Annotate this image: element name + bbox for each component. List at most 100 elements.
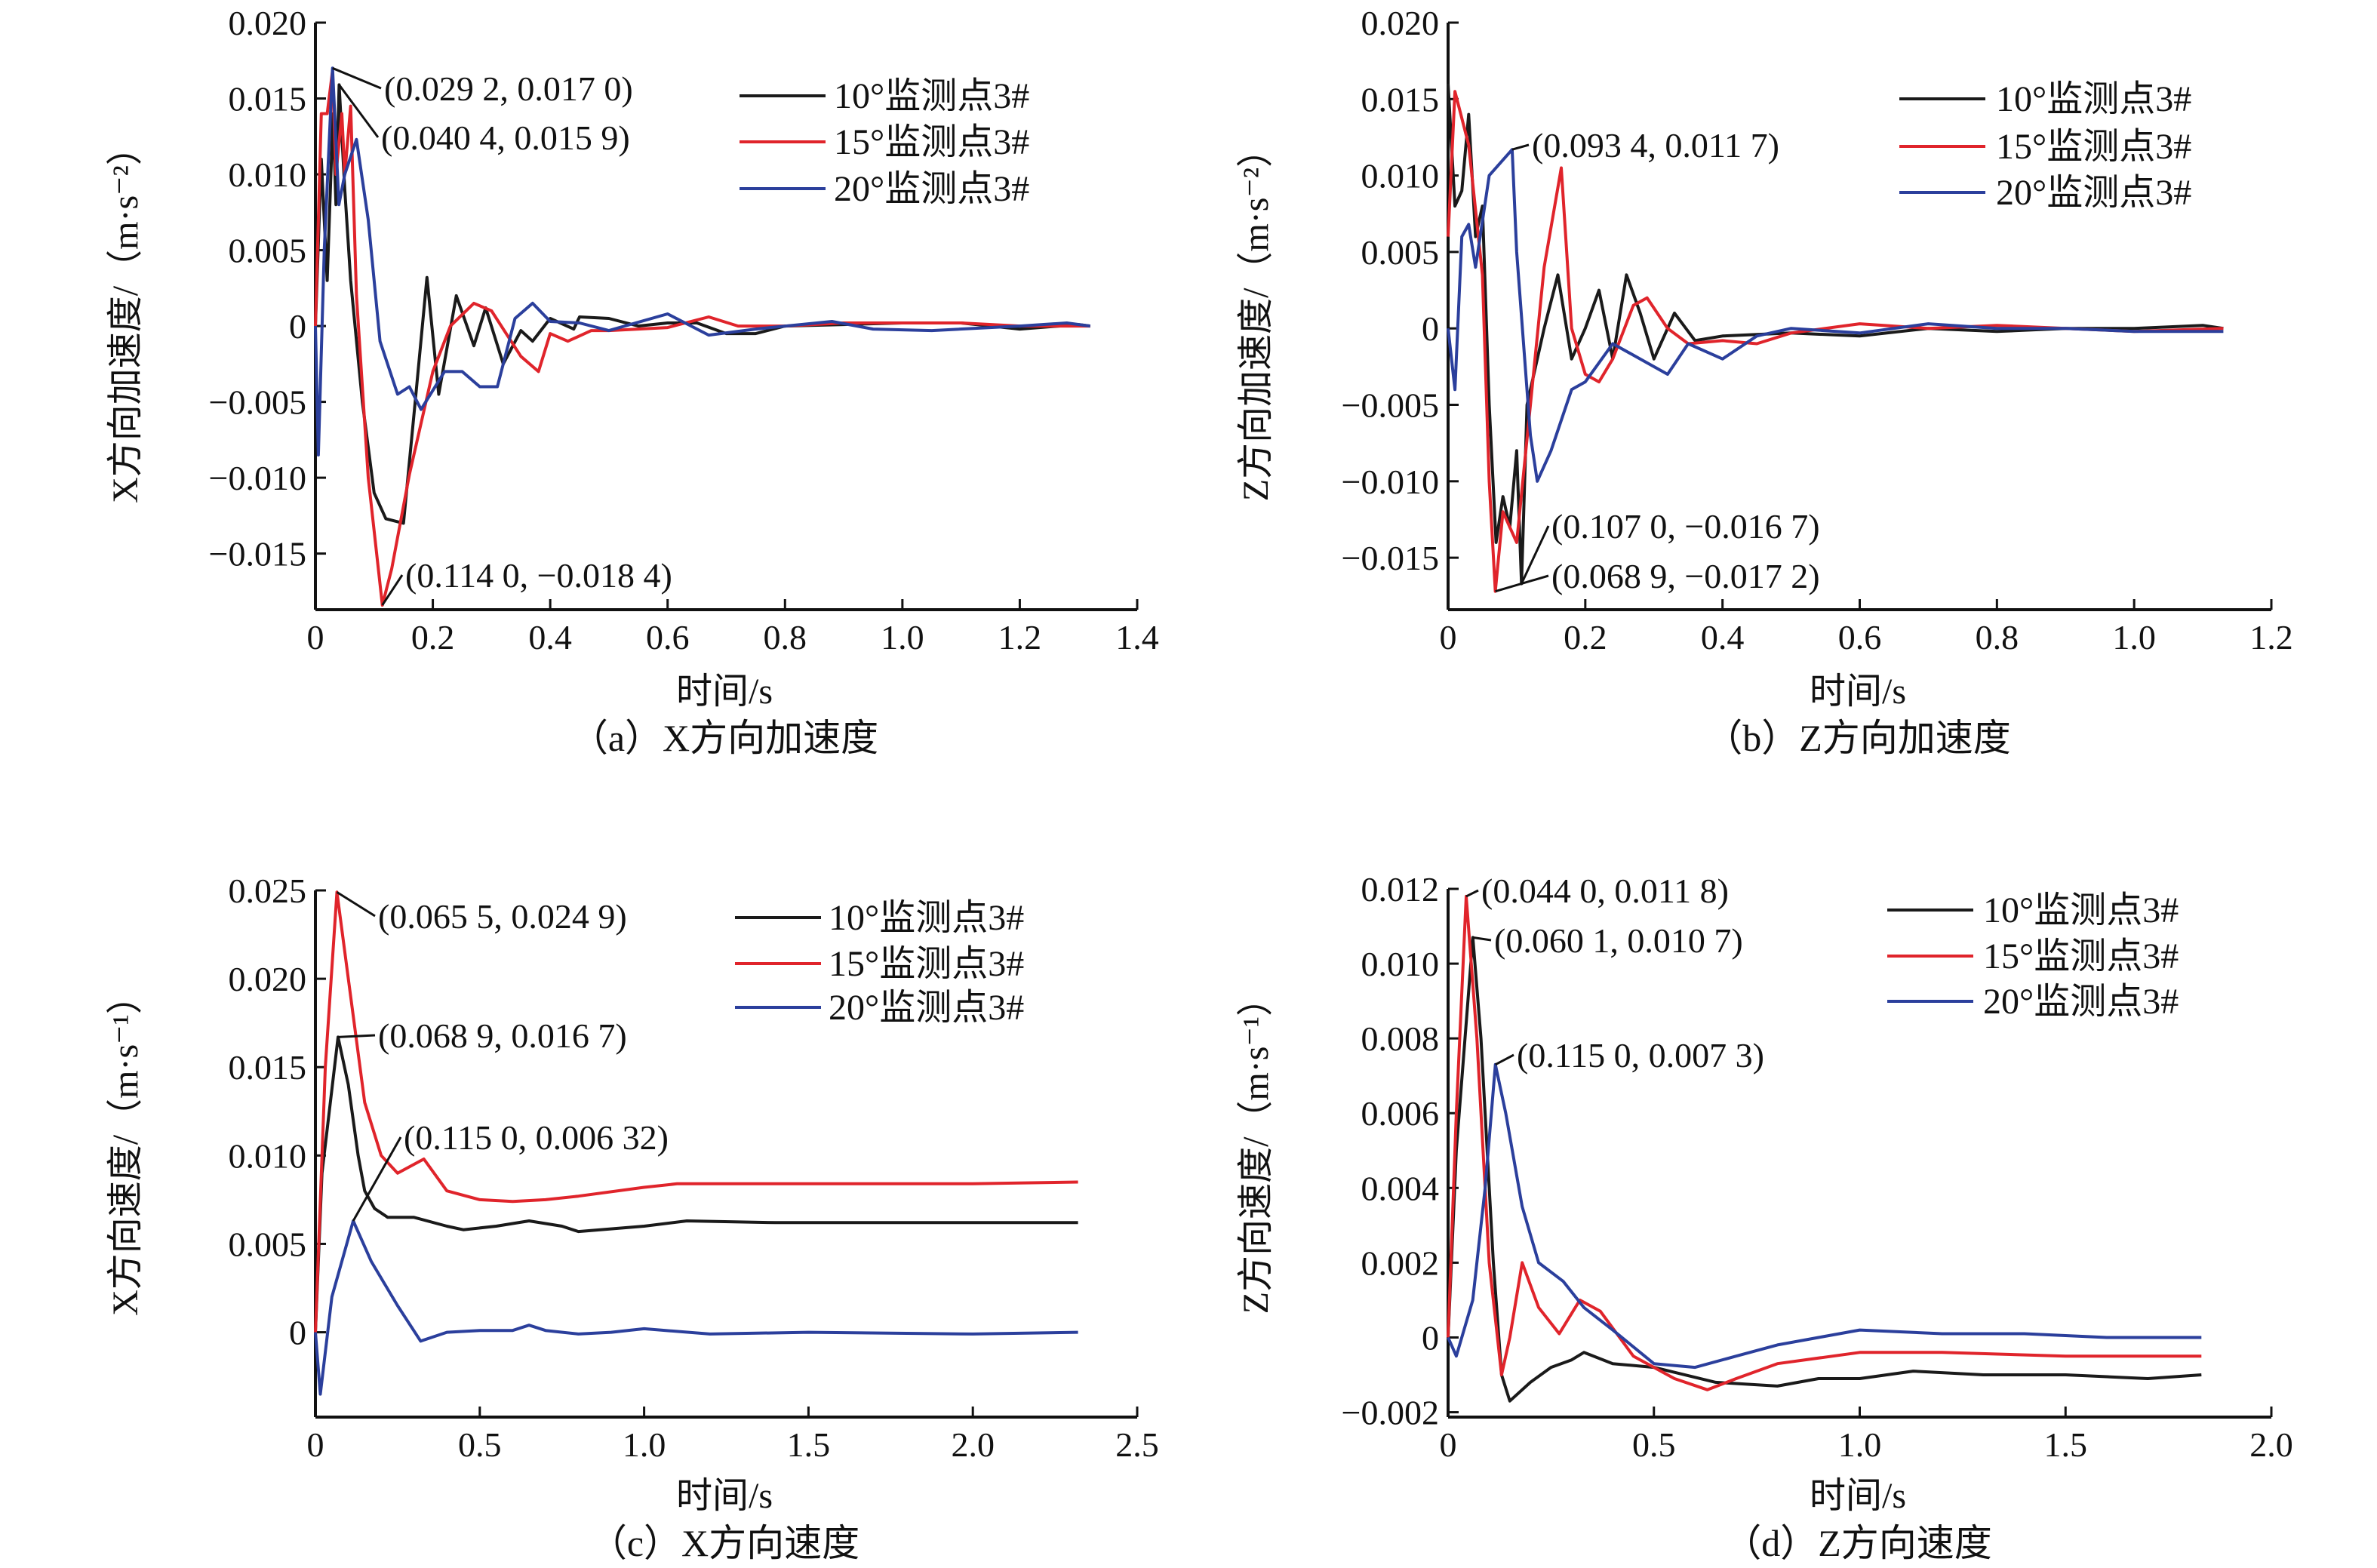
y-tick-label: 0.005 [229, 232, 307, 270]
chart-caption: （d）Z方向速度 [1724, 1522, 1992, 1564]
legend-label: 10°监测点3# [829, 898, 1024, 938]
y-tick-label: 0.005 [1361, 233, 1440, 272]
annotation-label: (0.068 9, 0.016 7) [378, 1016, 627, 1055]
annotation-label: (0.029 2, 0.017 0) [384, 69, 633, 108]
series-line-s20 [1447, 1062, 2202, 1370]
y-tick-label: −0.015 [1342, 539, 1439, 577]
annotation-label: (0.065 5, 0.024 9) [378, 897, 627, 936]
legend-label: 20°监测点3# [1996, 173, 2191, 213]
annotation-leader [1472, 936, 1492, 942]
series-line-s15 [314, 890, 1078, 1333]
x-tick-label: 1.2 [998, 618, 1042, 656]
annotation-leader [332, 66, 382, 90]
annotation-leader [381, 574, 404, 606]
x-tick-label: 0.6 [1838, 618, 1882, 656]
x-tick-label: 1.5 [2044, 1425, 2088, 1464]
y-tick-label: 0.010 [1361, 945, 1440, 983]
legend-label: 15°监测点3# [834, 122, 1029, 162]
x-axis-label: 时间/s [1810, 672, 1906, 712]
x-tick-label: 1.4 [1115, 618, 1159, 656]
y-tick-label: −0.010 [209, 459, 306, 497]
y-tick-label: 0.008 [1361, 1019, 1440, 1058]
y-tick-label: 0.004 [1361, 1169, 1440, 1207]
x-tick-label: 1.0 [623, 1425, 666, 1464]
y-axis-label: Z方向加速度/（m·s⁻²） [1236, 131, 1276, 501]
legend-label: 15°监测点3# [1983, 936, 2179, 976]
x-tick-label: 0.6 [646, 618, 690, 656]
y-tick-label: 0.010 [229, 1136, 307, 1175]
y-tick-label: −0.005 [209, 383, 306, 422]
y-tick-label: −0.010 [1342, 463, 1439, 501]
series-line-s15 [1447, 90, 2224, 593]
annotation-leader [336, 891, 376, 918]
y-tick-label: 0.005 [229, 1225, 307, 1263]
chart-caption: （c）X方向速度 [589, 1522, 859, 1564]
annotation-leader [1465, 889, 1479, 898]
series-line-s20 [314, 66, 1091, 457]
x-tick-label: 0.5 [1632, 1425, 1676, 1464]
chart-panel-d: 0 0.5 1.0 1.5 2.0 0.012 0.010 0.008 0.006 0.004 0.… [1236, 870, 2293, 1564]
y-tick-label: −0.002 [1342, 1394, 1439, 1432]
x-axis-label: 时间/s [676, 672, 773, 712]
annotation-leader [1495, 574, 1549, 593]
annotation-label: (0.068 9, −0.017 2) [1551, 557, 1820, 595]
x-tick-label: 0.5 [458, 1425, 502, 1464]
y-tick-label: 0.010 [229, 155, 307, 194]
x-axis-label: 时间/s [676, 1476, 773, 1516]
x-tick-label: 1.0 [1838, 1425, 1882, 1464]
legend-label: 10°监测点3# [1996, 79, 2191, 119]
annotation-label: (0.093 4, 0.011 7) [1532, 126, 1779, 164]
annotation-leader [352, 1136, 402, 1222]
x-tick-label: 1.0 [881, 618, 924, 656]
y-tick-label: 0.020 [229, 4, 307, 42]
annotation-label: (0.114 0, −0.018 4) [405, 556, 672, 595]
x-tick-label: 0 [1440, 1425, 1457, 1464]
chart-caption: （a）X方向加速度 [570, 717, 878, 759]
y-tick-label: 0.025 [229, 872, 307, 910]
x-tick-label: 1.2 [2249, 618, 2293, 656]
series-line-s20 [1447, 148, 2224, 483]
annotation-leader [1520, 525, 1550, 585]
legend-label: 20°监测点3# [829, 988, 1024, 1028]
x-tick-label: 2.0 [2249, 1425, 2293, 1464]
x-tick-label: 0 [307, 618, 324, 656]
x-axis-label: 时间/s [1810, 1476, 1906, 1516]
x-tick-label: 0.4 [528, 618, 572, 656]
chart-caption: （b）Z方向加速度 [1705, 717, 2011, 759]
y-axis-label: X方向速度/（m·s⁻¹） [106, 978, 146, 1316]
x-tick-label: 2.0 [951, 1425, 995, 1464]
annotation-label: (0.040 4, 0.015 9) [381, 118, 630, 157]
annotation-label: (0.115 0, 0.006 32) [404, 1118, 669, 1157]
chart-panel-a: 0 0.2 0.4 0.6 0.8 1.0 1.2 1.4 0.020 0.015 0.010 0.0… [106, 4, 1159, 759]
y-tick-label: −0.005 [1342, 386, 1439, 425]
y-tick-label: 0.006 [1361, 1094, 1440, 1133]
x-tick-label: 0 [307, 1425, 324, 1464]
x-tick-label: 0.2 [411, 618, 455, 656]
y-tick-label: 0.020 [1361, 4, 1440, 42]
x-tick-label: 0.8 [764, 618, 807, 656]
annotation-leader [337, 1034, 376, 1038]
legend-label: 20°监测点3# [1983, 982, 2179, 1022]
legend-label: 20°监测点3# [834, 169, 1029, 209]
series-line-s20 [314, 1219, 1078, 1396]
y-tick-label: 0.020 [229, 960, 307, 998]
chart-panel-b: 0 0.2 0.4 0.6 0.8 1.0 1.2 0.020 0.015 0.010 0.005 0… [1236, 4, 2293, 759]
y-tick-label: 0 [289, 307, 306, 346]
annotation-label: (0.060 1, 0.010 7) [1494, 921, 1743, 960]
y-tick-label: −0.015 [209, 535, 306, 573]
legend-label: 15°监测点3# [829, 944, 1024, 984]
legend-label: 10°监测点3# [1983, 890, 2179, 930]
x-tick-label: 1.5 [787, 1425, 831, 1464]
legend-label: 10°监测点3# [834, 76, 1029, 116]
y-tick-label: 0.010 [1361, 157, 1440, 195]
y-tick-label: 0.012 [1361, 870, 1440, 909]
series-line-s10 [1447, 83, 2224, 586]
x-tick-label: 0.4 [1701, 618, 1745, 656]
annotation-label: (0.107 0, −0.016 7) [1551, 507, 1820, 546]
y-tick-label: 0.002 [1361, 1244, 1440, 1282]
y-tick-label: 0 [1422, 309, 1439, 348]
y-tick-label: 0.015 [1361, 80, 1440, 118]
x-tick-label: 1.0 [2112, 618, 2156, 656]
x-tick-label: 0.2 [1564, 618, 1607, 656]
